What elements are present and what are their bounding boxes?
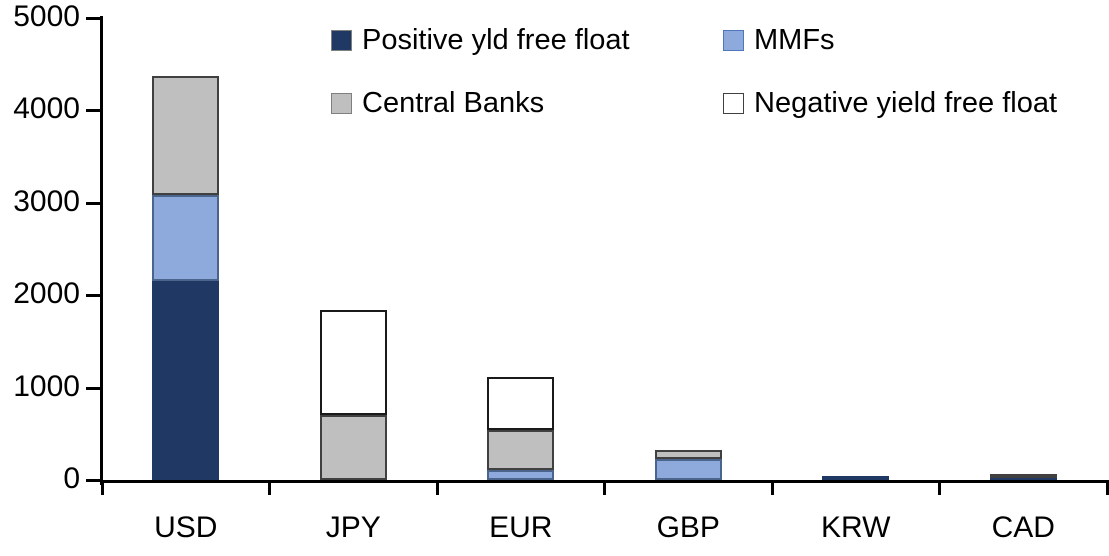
x-tick-label-eur: EUR: [489, 511, 553, 544]
bar-segment-cad-series2: [989, 474, 1057, 479]
legend-label: MMFs: [754, 23, 835, 56]
y-axis-line: [100, 16, 103, 485]
y-tick: [86, 109, 102, 113]
y-tick-label: 0: [63, 462, 80, 495]
y-tick-label: 5000: [13, 0, 80, 33]
x-tick-label-krw: KRW: [821, 511, 891, 544]
x-tick: [435, 480, 439, 495]
y-tick-label: 1000: [13, 369, 80, 403]
bar-segment-eur-series2: [487, 430, 555, 470]
legend-swatch-icon: [723, 29, 744, 51]
x-tick: [1105, 480, 1109, 495]
y-tick: [86, 479, 102, 482]
bar-segment-krw-series0: [822, 475, 890, 480]
legend-swatch-icon: [331, 92, 352, 114]
y-tick-label: 2000: [13, 277, 80, 311]
x-tick: [603, 480, 606, 495]
y-tick: [86, 386, 102, 390]
legend-label: Positive yld free float: [362, 23, 630, 56]
chart-legend: Positive yld free float MMFs Central Banks…: [0, 0, 1109, 140]
bar-segment-gbp-series2: [654, 449, 722, 459]
legend-swatch-icon: [331, 29, 352, 51]
legend-item-mmfs: MMFs: [723, 24, 835, 56]
legend-item-central-banks: Central Banks: [331, 87, 544, 119]
x-tick-label-jpy: JPY: [325, 511, 381, 544]
bar-segment-eur-series1: [487, 469, 555, 480]
y-tick: [86, 294, 102, 298]
bar-segment-usd-series2: [152, 76, 220, 196]
legend-label: Central Banks: [362, 86, 545, 119]
bar-segment-usd-series0: [152, 281, 220, 480]
x-tick-label-cad: CAD: [991, 511, 1055, 544]
x-tick: [938, 480, 941, 495]
bar-segment-jpy-series2: [319, 415, 387, 480]
x-tick: [100, 480, 104, 495]
legend-item-negative-yield-free-float: Negative yield free float: [723, 87, 1057, 119]
y-tick: [86, 17, 102, 20]
x-tick: [770, 480, 774, 495]
bar-segment-eur-series3: [487, 377, 555, 431]
y-tick: [86, 201, 102, 205]
bar-segment-usd-series1: [152, 195, 220, 282]
y-tick-label: 3000: [13, 184, 80, 218]
y-tick-label: 4000: [13, 92, 80, 126]
legend-item-positive-yld-free-float: Positive yld free float: [331, 24, 630, 56]
x-tick-label-usd: USD: [154, 511, 218, 544]
legend-swatch-icon: [723, 92, 744, 114]
bar-segment-gbp-series1: [654, 458, 722, 480]
bar-segment-jpy-series3: [319, 309, 387, 416]
x-tick-label-gbp: GBP: [656, 511, 720, 544]
x-tick: [268, 480, 271, 495]
legend-label: Negative yield free float: [754, 86, 1058, 119]
